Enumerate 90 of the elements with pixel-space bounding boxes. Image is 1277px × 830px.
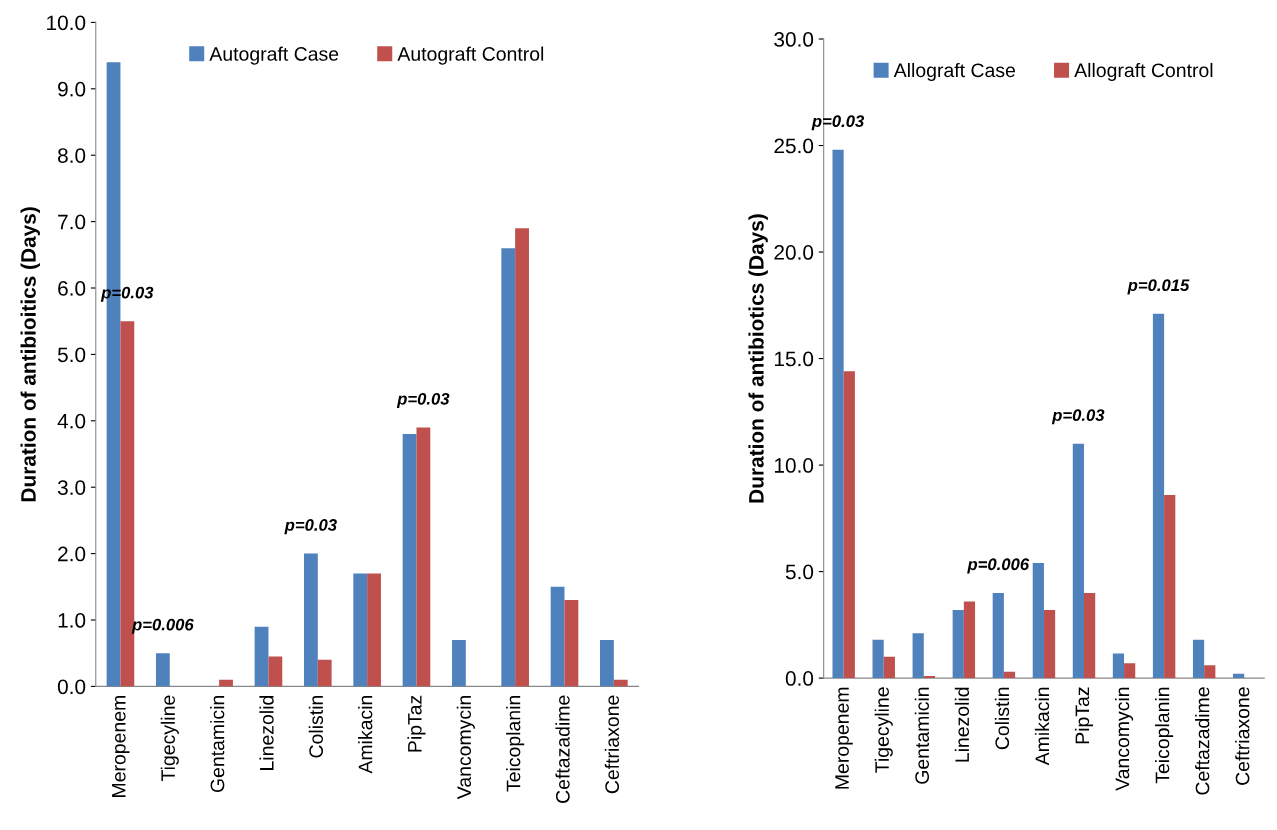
bar <box>1232 673 1245 679</box>
bar <box>1112 653 1125 679</box>
bar <box>353 573 368 687</box>
y-tick-label: 10.0 <box>774 458 814 473</box>
bar <box>923 675 936 679</box>
x-tick-label: Linezolid <box>259 695 274 770</box>
y-tick-label: 9.0 <box>58 81 86 97</box>
x-tick-label: Tigecyline <box>874 687 893 773</box>
bar <box>1043 609 1056 679</box>
legend-label: Allograft Control <box>1074 62 1213 82</box>
annotation: p=0.006 <box>967 558 1030 574</box>
bar <box>402 434 417 687</box>
y-tick-label: 0.0 <box>785 671 814 686</box>
x-tick-label: Colistin <box>308 696 324 758</box>
bar <box>1164 494 1176 679</box>
legend-label: Autograft Control <box>397 46 544 65</box>
bar <box>883 656 895 679</box>
bar <box>367 573 381 687</box>
y-tick-label: 7.0 <box>58 214 86 230</box>
annotation: p=0.03 <box>396 392 450 409</box>
y-tick-label: 4.0 <box>57 413 86 429</box>
x-tick-label: Teicoplanin <box>1155 687 1174 784</box>
bar <box>1032 563 1044 679</box>
x-tick-label: Ceftriaxone <box>1235 687 1250 785</box>
bar <box>254 626 269 687</box>
annotation: p=0.015 <box>1127 279 1190 295</box>
x-tick-label: Vancomycin <box>1114 687 1134 791</box>
x-tick-label: PipTaz <box>1074 687 1094 744</box>
bar <box>501 248 516 687</box>
bar <box>515 228 529 687</box>
y-tick-label: 15.0 <box>774 351 814 367</box>
x-tick-label: Vancomycin <box>456 696 475 800</box>
y-tick-label: 3.0 <box>57 480 86 495</box>
annotation: p=0.03 <box>284 519 337 535</box>
y-tick-label: 2.0 <box>58 546 86 562</box>
bar <box>268 656 283 687</box>
bar <box>613 679 628 687</box>
bar <box>872 639 884 679</box>
x-tick-label: Meropenem <box>835 687 853 789</box>
bar <box>1204 665 1216 679</box>
bar <box>600 639 614 687</box>
y-tick-label: 0.0 <box>57 679 86 695</box>
legend-label: Allograft Case <box>893 62 1015 82</box>
bar <box>1124 663 1136 679</box>
x-tick-label: PipTaz <box>407 695 426 752</box>
x-tick-label: Amikacin <box>1034 687 1050 766</box>
y-tick-label: 10.0 <box>47 15 86 31</box>
bar <box>1152 313 1165 679</box>
x-tick-label: Ceftazadime <box>555 695 570 803</box>
bar <box>564 600 579 687</box>
y-tick-label: 1.0 <box>58 613 86 628</box>
x-tick-label: Teicoplanin <box>506 696 525 792</box>
y-tick-label: 30.0 <box>774 32 814 47</box>
bar <box>832 149 844 679</box>
x-tick-label: Ceftazadime <box>1195 687 1210 795</box>
bar <box>317 659 332 687</box>
y-tick-label: 25.0 <box>774 138 814 154</box>
bar <box>219 679 233 687</box>
bar <box>963 601 976 679</box>
bar <box>952 609 964 679</box>
bar <box>155 653 170 687</box>
bar <box>912 633 924 679</box>
bar <box>303 553 318 687</box>
y-tick-label: 6.0 <box>58 281 86 296</box>
y-axis-title: Duration of antibioitics (Days) <box>20 207 40 502</box>
bar <box>1003 671 1016 679</box>
bar <box>992 592 1004 679</box>
bar <box>1084 592 1096 679</box>
x-tick-label: Meropenem <box>112 696 130 797</box>
x-tick-label: Tigecyline <box>160 695 179 782</box>
y-tick-label: 5.0 <box>57 347 86 363</box>
bar <box>550 586 565 687</box>
y-axis-title: Duration of antibiotics (Days) <box>748 214 768 503</box>
x-tick-label: Gentamicin <box>914 687 930 784</box>
x-tick-label: Colistin <box>994 687 1010 750</box>
bar <box>1072 443 1084 679</box>
x-tick-label: Gentamicin <box>210 696 225 793</box>
x-tick-label: Amikacin <box>358 696 373 774</box>
x-tick-label: Linezolid <box>954 687 970 762</box>
bar <box>452 639 466 687</box>
bar <box>1192 639 1205 679</box>
y-tick-label: 8.0 <box>58 148 86 163</box>
x-tick-label: Ceftriaxone <box>604 695 620 794</box>
annotation: p=0.03 <box>1051 409 1105 425</box>
bar <box>416 427 431 687</box>
annotation: p=0.03 <box>811 115 865 131</box>
y-tick-label: 20.0 <box>774 245 814 260</box>
y-tick-label: 5.0 <box>785 564 814 580</box>
bar <box>843 371 855 679</box>
legend-label: Autograft Case <box>209 46 339 65</box>
